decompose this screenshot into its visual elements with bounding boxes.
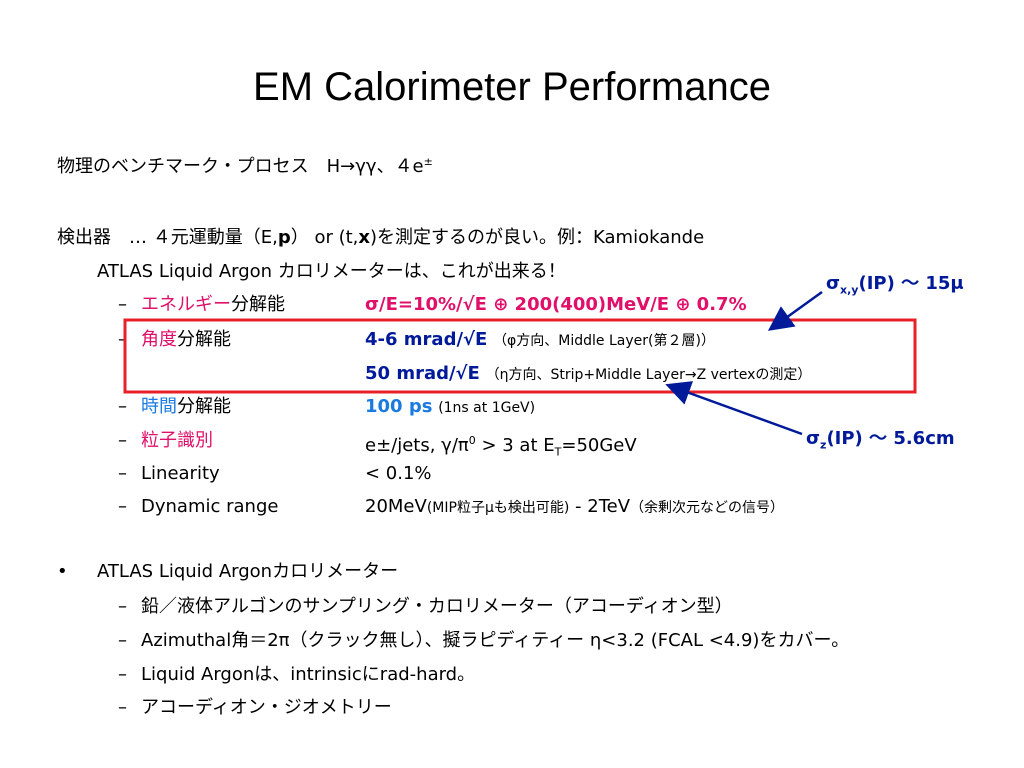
text: 4-6 mrad/√E [365,329,488,350]
dash: – [118,396,127,417]
text: ± [423,155,433,168]
dash: – [118,630,127,651]
text: （余剰次元などの信号） [630,500,785,516]
text: x [358,227,371,248]
detector: 検出器 … ４元運動量（E,p） or (t,x)を測定するのが良い。例：Kam… [57,226,704,250]
text: 0 [468,434,476,447]
text: T [554,445,562,459]
text: 50 mrad/√E [365,363,480,384]
text: σ [806,428,821,449]
label: エネルギー分解能 [141,293,285,317]
label: Dynamic range [141,496,279,517]
dash: – [118,596,127,617]
value: 4-6 mrad/√E （φ方向、Middle Layer(第２層)） [365,328,715,353]
dash: – [118,664,127,685]
text: エネルギー [141,294,231,315]
text: 時間 [141,396,177,417]
text: z [820,438,827,452]
dash: – [118,329,127,350]
text: 100 ps [365,396,433,417]
arrow [665,381,803,436]
text: 分解能 [177,329,231,350]
item: Liquid Argonは、intrinsicにrad-hard。 [141,664,476,685]
dash: – [118,463,127,484]
arrow [767,290,823,331]
heading: ATLAS Liquid Argonカロリメーター [97,561,399,582]
text: p [277,227,291,248]
dash: – [118,430,127,451]
text: 検出器 … ４元運動量（E, [57,227,278,248]
text: - 2TeV [569,496,631,517]
text: (1ns at 1GeV) [438,400,536,416]
label: Linearity [141,463,220,484]
text: ） or (t, [290,227,359,248]
text: (IP) ～ 5.6cm [826,428,955,449]
dash: – [118,496,127,517]
benchmark: 物理のベンチマーク・プロセス H→γγ、４e± [57,150,433,179]
text: )を測定するのが良い。例：Kamiokande [370,227,705,248]
annotation: σx,y(IP) ～ 15μ [826,272,964,303]
text: =50GeV [561,435,637,456]
dash: – [118,697,127,718]
value: < 0.1% [365,463,432,484]
text: (MIP粒子μも検出可能) [426,500,570,516]
text: 角度 [141,329,177,350]
title: EM Calorimeter Performance [253,65,771,109]
annotation: σz(IP) ～ 5.6cm [806,427,955,458]
value: 50 mrad/√E （η方向、Strip+Middle Layer→Z ver… [365,362,811,387]
text: （η方向、Strip+Middle Layer→Z vertexの測定） [485,367,812,383]
text: 物理のベンチマーク・プロセス H→γγ、４e [57,156,424,177]
text: σ [826,273,841,294]
text: 20MeV [365,496,427,517]
item: アコーディオン・ジオメトリー [141,697,392,718]
text: (IP) ～ 15μ [858,273,964,294]
label: 時間分解能 [141,395,231,419]
item: Azimuthal角＝2π（クラック無し）、擬ラピディティー η<3.2 (FC… [141,630,850,651]
value: e±/jets, γ/π0 > 3 at ET=50GeV [365,429,637,465]
text: 分解能 [231,294,285,315]
label: 粒子識別 [141,430,213,451]
text: （φ方向、Middle Layer(第２層)） [493,333,715,349]
atlas-line: ATLAS Liquid Argon カロリメーターは、これが出来る！ [97,261,566,282]
item: 鉛／液体アルゴンのサンプリング・カロリメーター（アコーディオン型） [141,596,733,617]
label: 角度分解能 [141,328,231,352]
text: 分解能 [177,396,231,417]
text: x,y [840,283,859,297]
text: e±/jets, γ/π [365,435,469,456]
value: 20MeV(MIP粒子μも検出可能) - 2TeV（余剰次元などの信号） [365,495,784,520]
text: > 3 at E [475,435,555,456]
value: σ/E=10%/√E ⊕ 200(400)MeV/E ⊕ 0.7% [365,294,747,315]
dash: – [118,294,127,315]
bullet: • [57,561,68,582]
value: 100 ps (1ns at 1GeV) [365,395,535,420]
